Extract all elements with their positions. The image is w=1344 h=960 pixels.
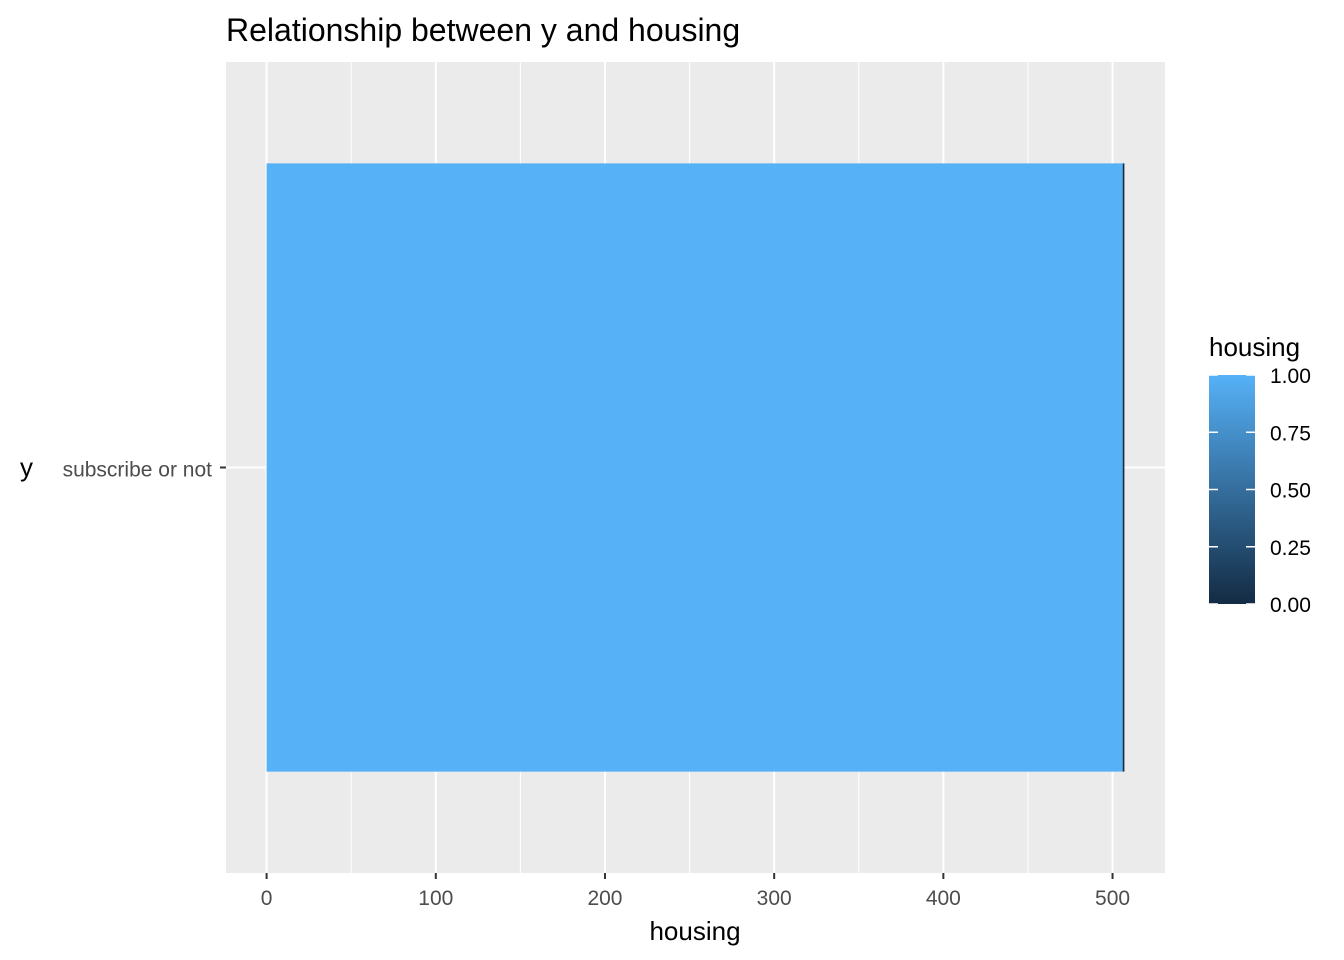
chart-title: Relationship between y and housing — [226, 12, 740, 48]
x-tick-label: 0 — [261, 887, 273, 910]
legend-ticks: 0.00 0.25 0.50 0.75 1.00 — [1209, 365, 1311, 617]
legend-tick-label: 0.75 — [1270, 422, 1311, 445]
x-tick-label: 100 — [418, 887, 453, 910]
y-tick-label: subscribe or not — [63, 459, 213, 482]
legend-title: housing — [1209, 332, 1300, 362]
legend-tick-label: 0.50 — [1270, 480, 1311, 503]
x-tick-label: 400 — [926, 887, 961, 910]
y-axis-ticks: subscribe or not — [63, 459, 226, 482]
x-tick-label: 300 — [757, 887, 792, 910]
bar-segment-housing-1 — [266, 163, 1123, 772]
x-axis-ticks: 0 100 200 300 400 500 — [261, 873, 1130, 910]
bar-segment-housing-0 — [1122, 163, 1125, 772]
x-axis-title: housing — [649, 916, 740, 946]
x-tick-label: 500 — [1095, 887, 1130, 910]
legend-tick-label: 0.25 — [1270, 537, 1311, 560]
x-tick-label: 200 — [587, 887, 622, 910]
legend-tick-label: 0.00 — [1270, 594, 1311, 617]
legend-tick-label: 1.00 — [1270, 365, 1311, 388]
bars — [266, 163, 1125, 772]
legend: housing 0.00 0.25 0.50 0.75 1.00 — [1209, 332, 1311, 617]
y-axis-title: y — [20, 452, 33, 482]
